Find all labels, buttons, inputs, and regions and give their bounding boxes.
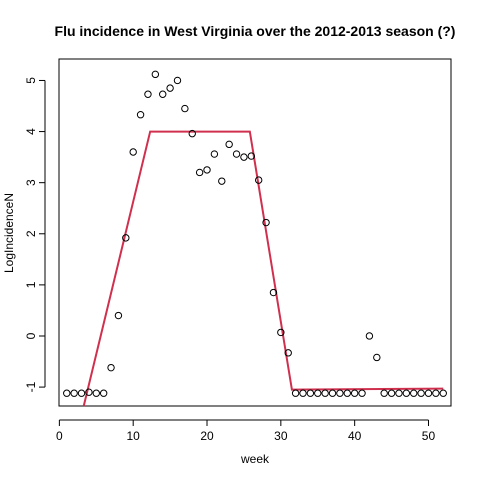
data-point — [417, 389, 425, 397]
data-point — [114, 311, 123, 320]
data-point — [284, 349, 292, 357]
data-point — [410, 389, 418, 397]
data-point — [225, 140, 233, 149]
y-axis: -1 0 1 2 3 4 5 — [24, 77, 46, 392]
data-point — [350, 389, 359, 397]
data-point — [380, 389, 388, 397]
x-tick-label: 10 — [127, 429, 141, 443]
data-point — [291, 389, 300, 397]
y-tick-label: 0 — [24, 332, 38, 339]
y-tick-label: 2 — [24, 230, 38, 237]
data-point — [181, 104, 189, 113]
y-tick-label: 1 — [24, 281, 38, 288]
data-point — [262, 218, 270, 227]
data-point — [70, 389, 78, 397]
data-point — [439, 389, 447, 397]
data-point — [432, 389, 440, 397]
plot-area-frame — [58, 58, 452, 407]
data-point — [328, 389, 337, 397]
data-point — [218, 177, 226, 185]
data-point — [254, 176, 263, 184]
data-point — [424, 389, 433, 397]
x-tick-label: 40 — [348, 429, 362, 443]
data-point — [151, 70, 160, 79]
data-point — [203, 166, 211, 174]
data-point — [136, 111, 145, 119]
data-point — [195, 168, 204, 177]
data-point — [232, 150, 241, 158]
data-point — [92, 389, 100, 397]
y-tick-label: 3 — [24, 179, 38, 186]
data-point — [210, 150, 219, 158]
chart-title: Flu incidence in West Virginia over the … — [55, 23, 456, 39]
data-point — [173, 76, 182, 85]
data-point — [77, 389, 86, 397]
data-point — [159, 90, 167, 98]
data-point — [144, 90, 152, 98]
x-axis-label: week — [240, 452, 270, 466]
data-points — [63, 70, 447, 397]
data-point — [321, 389, 329, 397]
y-tick-label: 5 — [24, 77, 38, 84]
data-point — [240, 153, 248, 161]
x-tick-label: 50 — [422, 429, 436, 443]
data-point — [336, 389, 344, 397]
y-axis-label: LogIncidenceN — [2, 193, 16, 273]
data-point — [299, 389, 307, 397]
fit-line — [82, 130, 444, 407]
data-point — [277, 328, 285, 337]
data-point — [358, 389, 366, 397]
data-point — [107, 363, 115, 372]
data-point — [166, 84, 174, 92]
x-tick-label: 0 — [56, 429, 63, 443]
data-point — [395, 389, 403, 397]
data-point — [247, 152, 256, 160]
data-point — [122, 234, 130, 242]
data-point — [63, 389, 71, 397]
data-point — [188, 129, 196, 138]
x-tick-label: 20 — [200, 429, 214, 443]
fit-line-layer — [82, 130, 444, 407]
x-axis: 0 10 20 30 40 50 — [56, 419, 436, 443]
y-tick-label: 4 — [24, 128, 38, 135]
data-point — [85, 388, 93, 396]
data-point — [306, 389, 315, 397]
data-point — [402, 389, 411, 397]
x-tick-label: 30 — [274, 429, 288, 443]
data-point — [99, 389, 108, 397]
data-point — [269, 288, 278, 297]
y-tick-label: -1 — [24, 381, 38, 392]
data-point — [314, 389, 322, 397]
data-point — [365, 332, 374, 340]
data-point — [387, 389, 396, 397]
data-point — [129, 148, 137, 156]
data-point — [343, 389, 351, 397]
data-point — [373, 353, 381, 362]
